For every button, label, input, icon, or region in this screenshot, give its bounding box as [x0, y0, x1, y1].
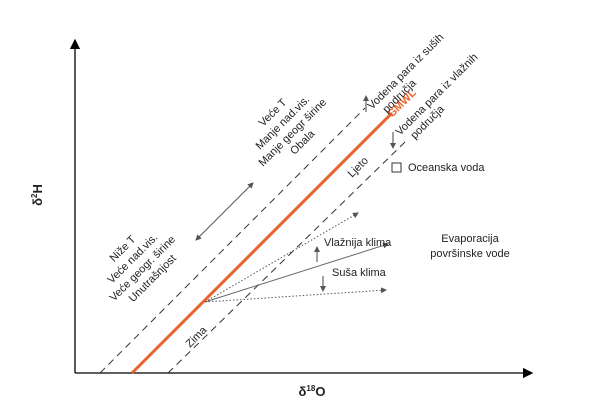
winter-label: Zima — [184, 324, 210, 350]
evaporation-label: Evaporacija površinske vode — [430, 233, 510, 260]
evap-line — [204, 242, 389, 303]
y-axis-label: δ2H — [30, 184, 45, 206]
summer-label: Ljeto — [346, 155, 371, 180]
gmwl-line — [130, 111, 394, 375]
evap-line — [204, 287, 387, 303]
ocean-label: Oceanska voda — [408, 162, 485, 174]
right-group: Veće T Manje nad.vis. Manje geogr širine… — [254, 94, 329, 169]
ocean-marker — [391, 162, 402, 173]
x-axis-label: δ18O — [299, 384, 326, 399]
double-arrow — [195, 182, 254, 241]
evap-line — [204, 212, 359, 303]
dashed-line — [99, 107, 366, 374]
wetter-label: Vlažnija klima — [324, 237, 392, 249]
left-group: Niže T Veće nad.vis. Veće geogr. širine … — [106, 232, 179, 305]
drier-label: Suša klima — [332, 267, 387, 279]
